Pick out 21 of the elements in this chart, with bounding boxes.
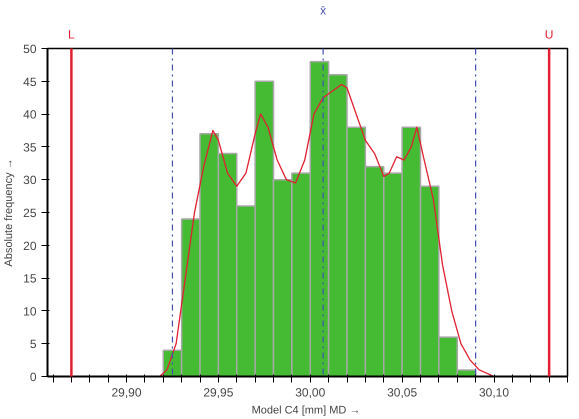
y-axis-title: Absolute frequency → — [3, 158, 16, 267]
y-tick-label: 20 — [23, 238, 37, 253]
ref-line-label: x̄ — [320, 4, 326, 18]
y-tick-label: 35 — [23, 140, 37, 154]
ref-line-label: U — [544, 28, 554, 42]
y-tick-label: 5 — [30, 337, 37, 352]
x-tick-label: 29,90 — [111, 386, 142, 400]
ref-line-label: L — [68, 28, 76, 42]
y-tick-label: 10 — [23, 304, 37, 318]
x-tick-label: 29,95 — [203, 386, 234, 400]
x-tick-label: 30,05 — [387, 386, 418, 400]
y-tick-label: 15 — [23, 272, 37, 286]
x-tick-label: 30,00 — [295, 386, 326, 400]
y-tick-label: 30 — [23, 173, 37, 188]
y-tick-label: 25 — [23, 206, 37, 220]
y-tick-label: 45 — [23, 74, 37, 89]
x-tick-label: 30,10 — [478, 386, 510, 400]
y-tick-label: 0 — [30, 370, 37, 384]
y-tick-label: 50 — [23, 42, 37, 56]
y-tick-label: 40 — [23, 108, 37, 122]
x-axis-title: Model C4 [mm] MD → — [252, 404, 360, 416]
